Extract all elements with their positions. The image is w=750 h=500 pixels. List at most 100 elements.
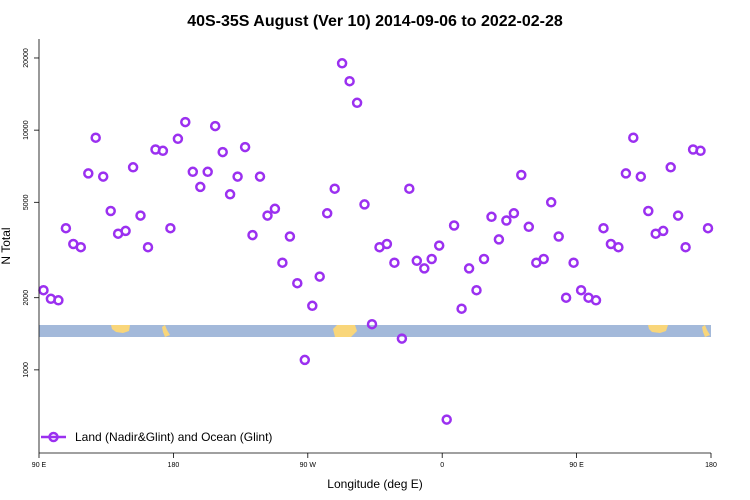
data-point — [508, 208, 520, 219]
x-axis-ticks: 90 E 180 90 W 0 90 E 180 — [32, 453, 717, 469]
data-point — [299, 354, 311, 366]
data-point — [448, 220, 460, 231]
data-point — [254, 171, 266, 182]
data-point — [239, 141, 251, 153]
data-point — [321, 208, 333, 219]
data-point — [120, 225, 131, 237]
data-point — [404, 183, 415, 194]
data-point — [516, 169, 527, 181]
data-point — [635, 171, 647, 182]
y-axis-label: N Total — [0, 227, 13, 264]
x-tick-label: 90 E — [32, 462, 47, 469]
data-point — [224, 189, 236, 200]
land-patch — [648, 325, 668, 333]
plot-frame — [38, 39, 711, 454]
data-point — [247, 229, 258, 241]
x-axis-label: Longitude (deg E) — [327, 477, 422, 491]
data-point — [672, 210, 684, 221]
data-point — [83, 168, 94, 179]
data-point — [75, 241, 87, 253]
data-point — [38, 284, 49, 296]
data-point — [351, 97, 363, 109]
data-point — [307, 300, 318, 312]
data-point — [553, 231, 564, 242]
data-point — [180, 116, 191, 128]
land-patch — [333, 325, 357, 337]
data-point — [568, 257, 579, 268]
data-point — [493, 234, 505, 245]
x-tick-label: 0 — [440, 462, 444, 469]
data-point — [202, 166, 213, 178]
data-point — [105, 205, 116, 217]
data-point — [60, 222, 72, 234]
x-tick-label: 90 W — [300, 462, 317, 469]
data-point — [560, 292, 572, 303]
y-tick-label: 2000 — [23, 290, 30, 306]
y-tick-label: 1000 — [23, 362, 30, 378]
land-patch — [162, 325, 170, 337]
data-point — [97, 171, 109, 182]
data-point — [262, 210, 273, 221]
data-point — [209, 120, 221, 132]
data-point — [620, 168, 632, 179]
data-point — [486, 211, 497, 223]
data-point — [314, 271, 325, 282]
legend-marker — [48, 431, 59, 443]
data-point — [478, 253, 490, 265]
data-point — [575, 284, 587, 296]
data-point — [142, 241, 154, 253]
x-tick-label: 180 — [705, 462, 717, 469]
data-point — [426, 253, 437, 265]
data-point — [165, 222, 176, 234]
data-point — [344, 75, 355, 87]
land-ocean-band — [39, 325, 711, 337]
data-point — [419, 263, 430, 274]
chart-title: 40S-35S August (Ver 10) 2014-09-06 to 20… — [187, 13, 563, 30]
data-point — [292, 277, 303, 289]
data-point — [665, 162, 676, 173]
data-point — [628, 132, 639, 143]
data-point — [643, 205, 654, 217]
x-tick-label: 90 E — [569, 462, 584, 469]
data-point — [232, 171, 243, 182]
data-point — [590, 295, 602, 306]
legend-label: Land (Nadir&Glint) and Ocean (Glint) — [75, 430, 272, 444]
data-point — [702, 222, 714, 234]
data-point — [523, 221, 535, 233]
data-point — [501, 215, 512, 226]
y-tick-label: 10000 — [23, 120, 30, 140]
data-point — [441, 414, 452, 425]
data-point — [53, 295, 64, 306]
data-points — [38, 58, 714, 425]
land-patch — [111, 325, 130, 333]
data-point — [598, 222, 609, 234]
data-point — [389, 257, 400, 268]
y-axis-ticks: 1000 2000 5000 10000 20000 — [23, 48, 39, 378]
data-point — [284, 231, 296, 242]
data-point — [433, 240, 445, 251]
data-point — [695, 145, 706, 157]
data-point — [463, 263, 475, 274]
data-point — [329, 183, 340, 194]
data-point — [90, 132, 101, 143]
data-point — [366, 318, 378, 330]
data-point — [217, 146, 228, 158]
data-point — [545, 197, 557, 208]
data-point — [157, 145, 169, 157]
x-tick-label: 180 — [168, 462, 180, 469]
data-point — [195, 181, 206, 193]
legend: Land (Nadir&Glint) and Ocean (Glint) — [41, 430, 272, 444]
data-point — [657, 225, 669, 237]
data-point — [127, 162, 139, 173]
data-point — [359, 199, 370, 210]
data-point — [396, 333, 408, 344]
data-point — [336, 58, 348, 69]
data-point — [613, 241, 624, 253]
data-point — [269, 203, 281, 215]
y-tick-label: 5000 — [23, 194, 30, 210]
data-point — [381, 238, 393, 250]
data-point — [187, 166, 199, 178]
data-point — [680, 241, 691, 253]
y-tick-label: 20000 — [23, 48, 30, 68]
